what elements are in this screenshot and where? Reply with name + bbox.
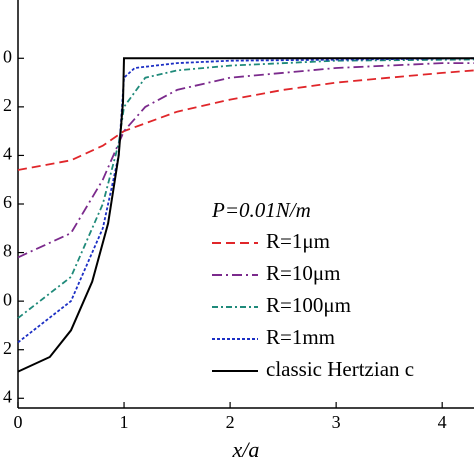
series-line <box>17 57 474 344</box>
legend-label: R=100μm <box>266 293 351 317</box>
x-axis-label: x/a <box>232 437 260 462</box>
y-tick-label: 6 <box>3 192 12 212</box>
x-tick-label: 4 <box>438 412 447 432</box>
series-line <box>17 62 474 259</box>
y-tick-label: 2 <box>3 338 12 358</box>
y-tick-label: 0 <box>3 289 12 309</box>
x-tick-label: 2 <box>226 412 235 432</box>
x-tick-label: 3 <box>332 412 341 432</box>
y-tick-label: 0 <box>3 46 12 66</box>
series-line <box>17 69 474 171</box>
x-tick-label: 1 <box>120 412 129 432</box>
series-line <box>17 58 474 319</box>
y-tick-label: 4 <box>3 144 12 164</box>
y-tick-label: 2 <box>3 95 12 115</box>
y-tick-label: 4 <box>3 386 12 406</box>
legend-title: P=0.01N/m <box>211 198 311 222</box>
series-line <box>17 57 474 373</box>
legend-label: R=1μm <box>266 229 330 253</box>
x-tick-label: 0 <box>14 412 23 432</box>
legend-label: classic Hertzian c <box>266 357 414 381</box>
y-tick-label: 8 <box>3 241 12 261</box>
legend-label: R=10μm <box>266 261 340 285</box>
legend-label: R=1mm <box>266 325 335 349</box>
